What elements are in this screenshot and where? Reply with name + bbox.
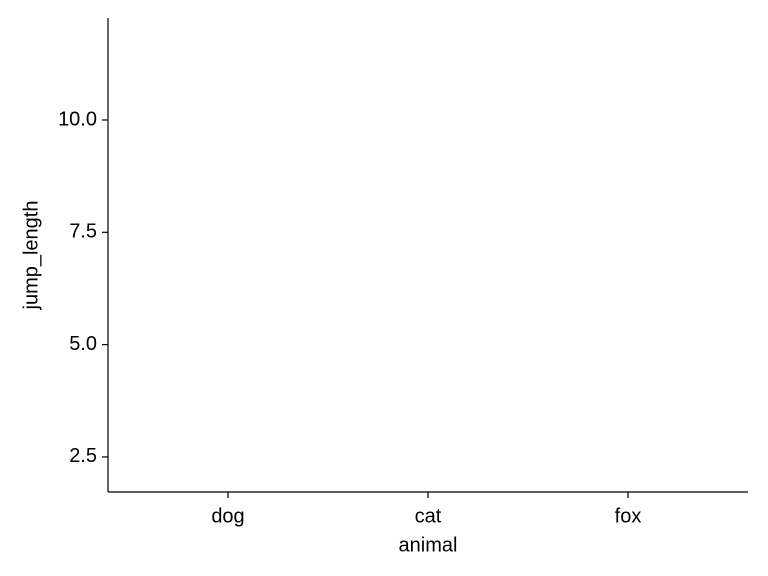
x-tick-label: cat bbox=[415, 505, 442, 527]
y-tick-label: 7.5 bbox=[69, 221, 97, 243]
y-tick-label: 5.0 bbox=[69, 333, 97, 355]
x-tick-label: dog bbox=[211, 505, 244, 527]
y-tick-label: 2.5 bbox=[69, 445, 97, 467]
x-axis-title: animal bbox=[399, 534, 458, 556]
x-tick-label: fox bbox=[615, 505, 642, 527]
y-tick-label: 10.0 bbox=[58, 108, 97, 130]
y-axis-title: jump_length bbox=[20, 201, 42, 311]
